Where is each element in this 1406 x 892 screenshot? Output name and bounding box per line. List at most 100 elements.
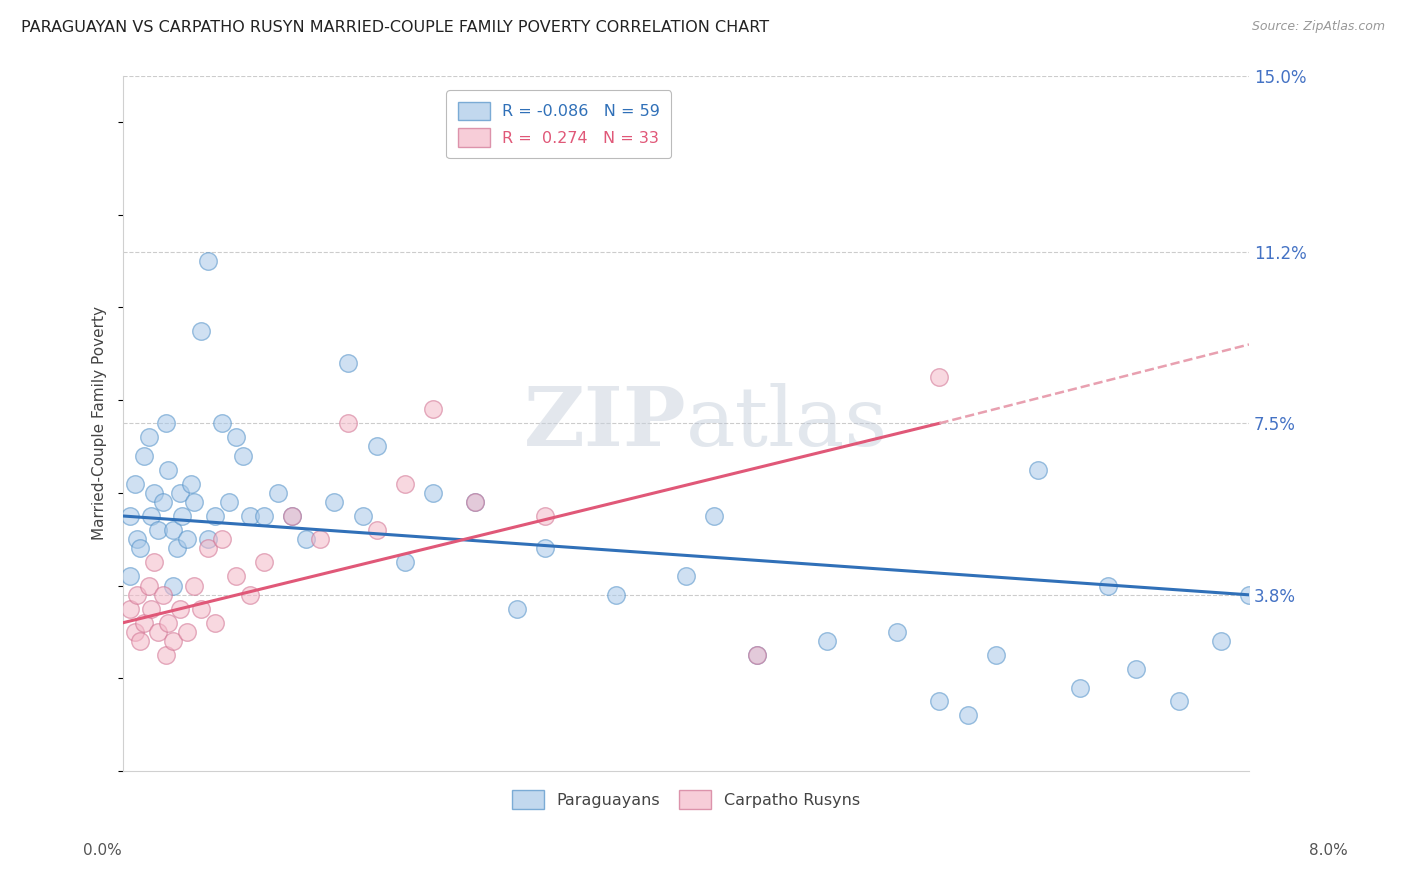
Point: [703, 508, 725, 523]
Point: [176, 532, 198, 546]
Point: [1069, 681, 1091, 695]
Point: [166, 541, 188, 556]
Point: [1125, 662, 1147, 676]
Point: [1026, 463, 1049, 477]
Point: [323, 495, 346, 509]
Point: [745, 648, 768, 662]
Point: [124, 476, 146, 491]
Point: [1237, 588, 1260, 602]
Point: [281, 508, 304, 523]
Point: [745, 648, 768, 662]
Text: PARAGUAYAN VS CARPATHO RUSYN MARRIED-COUPLE FAMILY POVERTY CORRELATION CHART: PARAGUAYAN VS CARPATHO RUSYN MARRIED-COU…: [21, 20, 769, 35]
Text: atlas: atlas: [686, 384, 889, 463]
Point: [928, 370, 950, 384]
Point: [225, 430, 247, 444]
Text: 0.0%: 0.0%: [83, 843, 122, 858]
Point: [506, 601, 529, 615]
Point: [366, 440, 388, 454]
Point: [197, 541, 219, 556]
Point: [295, 532, 318, 546]
Point: [352, 508, 374, 523]
Point: [394, 476, 416, 491]
Point: [155, 417, 177, 431]
Point: [190, 324, 212, 338]
Point: [138, 578, 160, 592]
Text: ZIP: ZIP: [523, 384, 686, 463]
Point: [129, 634, 152, 648]
Point: [815, 634, 838, 648]
Legend: Paraguayans, Carpatho Rusyns: Paraguayans, Carpatho Rusyns: [506, 784, 866, 815]
Point: [239, 588, 262, 602]
Point: [148, 624, 170, 639]
Point: [337, 356, 360, 370]
Point: [204, 508, 226, 523]
Point: [169, 601, 191, 615]
Point: [169, 485, 191, 500]
Point: [211, 532, 233, 546]
Point: [120, 508, 142, 523]
Point: [225, 569, 247, 583]
Point: [253, 555, 276, 569]
Point: [267, 485, 290, 500]
Point: [127, 532, 149, 546]
Point: [155, 648, 177, 662]
Point: [422, 402, 444, 417]
Point: [162, 634, 184, 648]
Y-axis label: Married-Couple Family Poverty: Married-Couple Family Poverty: [93, 306, 107, 541]
Point: [162, 523, 184, 537]
Point: [152, 495, 174, 509]
Point: [1167, 694, 1189, 708]
Point: [120, 569, 142, 583]
Point: [143, 485, 166, 500]
Point: [394, 555, 416, 569]
Point: [190, 601, 212, 615]
Point: [176, 624, 198, 639]
Point: [127, 588, 149, 602]
Point: [253, 508, 276, 523]
Text: Source: ZipAtlas.com: Source: ZipAtlas.com: [1251, 20, 1385, 33]
Point: [239, 508, 262, 523]
Point: [197, 254, 219, 268]
Point: [605, 588, 627, 602]
Point: [886, 624, 908, 639]
Point: [366, 523, 388, 537]
Point: [1097, 578, 1119, 592]
Point: [141, 508, 163, 523]
Point: [534, 541, 557, 556]
Point: [134, 449, 156, 463]
Point: [464, 495, 486, 509]
Point: [464, 495, 486, 509]
Point: [534, 508, 557, 523]
Point: [172, 508, 194, 523]
Text: 8.0%: 8.0%: [1309, 843, 1348, 858]
Point: [143, 555, 166, 569]
Point: [956, 708, 979, 723]
Point: [281, 508, 304, 523]
Point: [1209, 634, 1232, 648]
Point: [124, 624, 146, 639]
Point: [211, 417, 233, 431]
Point: [141, 601, 163, 615]
Point: [984, 648, 1007, 662]
Point: [232, 449, 254, 463]
Point: [309, 532, 332, 546]
Point: [675, 569, 697, 583]
Point: [134, 615, 156, 630]
Point: [157, 463, 180, 477]
Point: [204, 615, 226, 630]
Point: [183, 495, 205, 509]
Point: [337, 417, 360, 431]
Point: [152, 588, 174, 602]
Point: [138, 430, 160, 444]
Point: [148, 523, 170, 537]
Point: [218, 495, 240, 509]
Point: [197, 532, 219, 546]
Point: [422, 485, 444, 500]
Point: [129, 541, 152, 556]
Point: [928, 694, 950, 708]
Point: [183, 578, 205, 592]
Point: [180, 476, 202, 491]
Point: [162, 578, 184, 592]
Point: [120, 601, 142, 615]
Point: [157, 615, 180, 630]
